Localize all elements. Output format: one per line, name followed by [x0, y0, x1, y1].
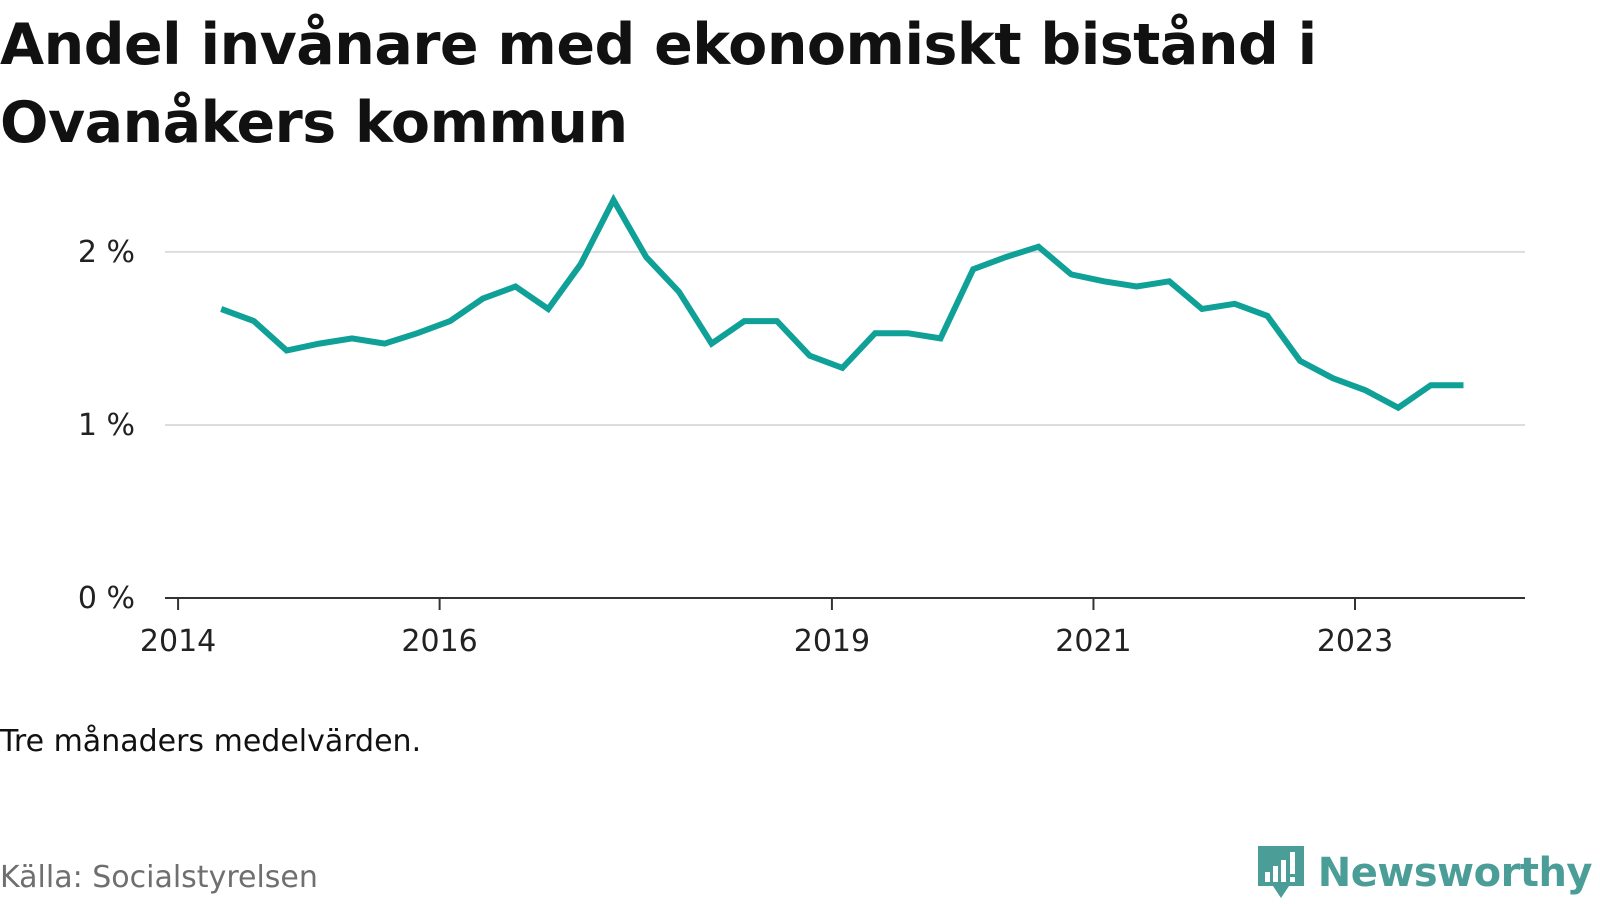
- source-credit: Källa: Socialstyrelsen: [0, 860, 318, 895]
- newsworthy-speech-bubble-chart-icon: [1257, 846, 1304, 898]
- y-tick-label: 1 %: [78, 408, 135, 443]
- y-tick-label: 0 %: [78, 581, 135, 616]
- x-tick-label: 2023: [1317, 624, 1393, 659]
- chart-note: Tre månaders medelvärden.: [0, 724, 422, 759]
- brand-name: Newsworthy: [1317, 850, 1593, 896]
- series-line: [220, 193, 1464, 412]
- x-tick-label: 2014: [140, 624, 216, 659]
- line-chart: 0 % 1 % 2 % 2014 2016 2019 2021 2023: [78, 193, 1525, 659]
- brand-logo[interactable]: Newsworthy: [1256, 842, 1593, 904]
- x-tick-label: 2019: [794, 624, 870, 659]
- y-tick-label: 2 %: [78, 235, 135, 270]
- x-tick-label: 2021: [1055, 624, 1131, 659]
- chart-title: Andel invånare med ekonomiskt bistånd i …: [0, 12, 1317, 156]
- grid-lines: [165, 250, 1525, 426]
- x-axis-ticks: 2014 2016 2019 2021 2023: [140, 598, 1393, 659]
- y-axis-tick-labels: 0 % 1 % 2 %: [78, 235, 135, 616]
- x-tick-label: 2016: [401, 624, 477, 659]
